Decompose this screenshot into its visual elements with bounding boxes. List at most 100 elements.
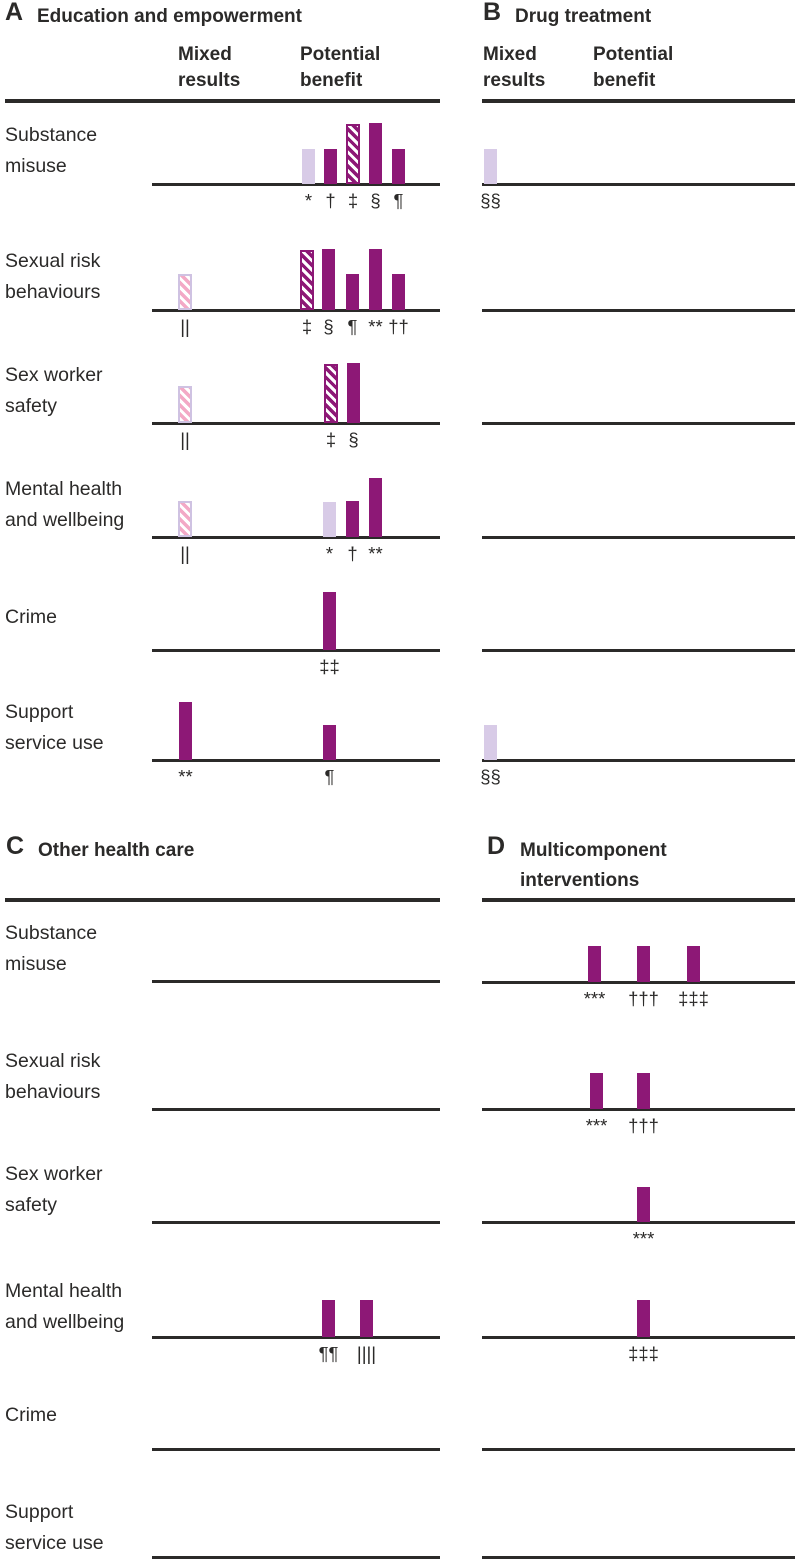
study-bar — [178, 274, 192, 310]
study-bar — [302, 149, 315, 184]
study-bar — [590, 1073, 603, 1109]
study-bar — [179, 702, 192, 760]
row-label: misuse — [5, 154, 67, 177]
study-symbol: § — [348, 429, 359, 450]
row-label: Support — [5, 701, 74, 723]
study-bar — [346, 501, 359, 537]
study-symbol: || — [180, 543, 190, 564]
panel-d-row-baseline — [482, 1221, 795, 1224]
panel-d-row-baseline — [482, 981, 795, 984]
study-symbol: ** — [178, 766, 193, 787]
row-label: behaviours — [5, 280, 101, 303]
panel-a-title: Education and empowerment — [37, 6, 302, 27]
row-label: Sex worker — [5, 364, 103, 386]
study-bar — [300, 250, 314, 310]
study-bar — [322, 249, 335, 310]
study-bar — [178, 501, 192, 537]
row-label: Mental health — [5, 1280, 123, 1302]
study-bar — [322, 1300, 335, 1337]
study-symbol: § — [370, 190, 381, 211]
row-label: Mental health — [5, 478, 123, 500]
study-bar — [369, 478, 382, 537]
study-bar — [637, 1300, 650, 1337]
study-symbol: * — [304, 190, 313, 211]
study-symbol: *** — [583, 988, 606, 1009]
study-bar — [637, 1187, 650, 1222]
study-symbol: ¶ — [324, 766, 335, 787]
study-symbol: ‡ — [347, 190, 359, 211]
study-bar — [346, 124, 360, 184]
row-label: and wellbeing — [5, 508, 125, 531]
panel-d-row-baseline — [482, 1556, 795, 1559]
study-bar — [687, 946, 700, 982]
panel-c-row-baseline — [152, 1448, 440, 1451]
panel-a-column-header: results — [178, 70, 241, 91]
study-bar — [346, 274, 359, 310]
study-bar — [392, 149, 405, 184]
panel-b-header-rule — [482, 99, 795, 103]
panel-c-letter: C — [6, 832, 25, 860]
study-bar — [637, 946, 650, 982]
study-symbol: ¶ — [393, 190, 404, 211]
row-label: safety — [5, 1193, 58, 1216]
study-symbol: *** — [585, 1115, 608, 1136]
study-bar — [347, 363, 360, 423]
panel-b-letter: B — [483, 0, 502, 26]
study-symbol: ††† — [628, 988, 659, 1009]
panel-a-row-baseline — [152, 422, 440, 425]
study-bar — [588, 946, 601, 982]
row-label: behaviours — [5, 1080, 101, 1103]
panel-d-letter: D — [487, 832, 506, 860]
study-bar — [323, 592, 336, 650]
panel-c-header-rule — [5, 898, 440, 902]
study-symbol: || — [180, 429, 190, 450]
study-symbol: † — [325, 190, 336, 211]
study-bar — [360, 1300, 373, 1337]
row-label: Crime — [5, 606, 57, 628]
panel-b-row-baseline — [482, 422, 795, 425]
study-bar — [369, 249, 382, 310]
row-label: Substance — [5, 124, 98, 146]
study-symbol: †† — [388, 316, 409, 337]
panel-d-title: Multicomponent — [520, 840, 667, 861]
row-label: Crime — [5, 1404, 57, 1426]
panel-b-row-baseline — [482, 536, 795, 539]
study-symbol: §§ — [480, 766, 501, 787]
study-symbol: ‡ — [325, 429, 337, 450]
study-bar — [178, 386, 192, 423]
study-symbol: §§ — [480, 190, 501, 211]
row-label: service use — [5, 1531, 104, 1554]
panel-a-column-header: Potential — [300, 44, 381, 65]
study-bar — [484, 725, 497, 760]
row-label: Sex worker — [5, 1163, 103, 1185]
row-label: service use — [5, 731, 104, 754]
panel-c-row-baseline — [152, 1556, 440, 1559]
row-label: Sexual risk — [5, 250, 101, 272]
study-symbol: *** — [632, 1228, 655, 1249]
panel-a-row-baseline — [152, 183, 440, 186]
panel-b-column-header: results — [483, 70, 546, 91]
row-label: Sexual risk — [5, 1050, 101, 1072]
row-label: Substance — [5, 922, 98, 944]
panel-a-header-rule — [5, 99, 440, 103]
panel-d-title: interventions — [520, 870, 640, 891]
row-label: Support — [5, 1501, 74, 1523]
study-symbol: ††† — [628, 1115, 659, 1136]
study-bar — [369, 123, 382, 184]
study-bar — [484, 149, 497, 184]
study-symbol: |||| — [356, 1343, 377, 1364]
panel-c-row-baseline — [152, 1336, 440, 1339]
row-label: safety — [5, 394, 58, 417]
study-symbol: ‡‡‡ — [678, 988, 709, 1009]
study-symbol: † — [347, 543, 358, 564]
panel-a-row-baseline — [152, 309, 440, 312]
study-bar — [324, 149, 337, 184]
panel-a-row-baseline — [152, 536, 440, 539]
panel-b-column-header: Potential — [593, 44, 674, 65]
panel-b-column-header: benefit — [593, 70, 656, 91]
panel-d-header-rule — [482, 898, 795, 902]
study-bar — [324, 364, 338, 423]
study-symbol: ¶ — [347, 316, 358, 337]
study-bar — [637, 1073, 650, 1109]
